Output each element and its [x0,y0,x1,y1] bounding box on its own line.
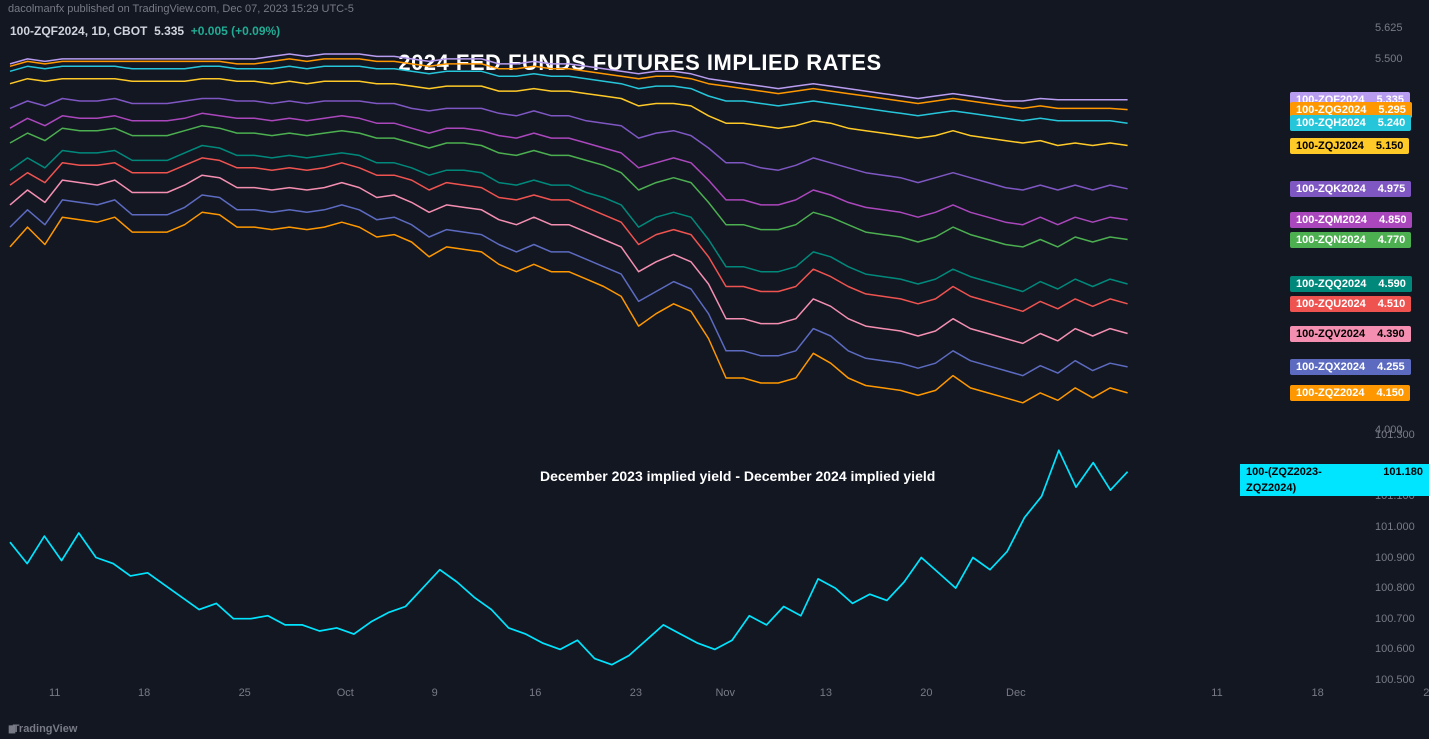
series-tag: 100-ZQQ20244.590 [1290,276,1412,292]
series-value: 4.150 [1370,385,1410,401]
series-value: 4.850 [1373,212,1413,228]
series-tag: 100-ZQM20244.850 [1290,212,1412,228]
series-label: 100-ZQZ2024 [1290,385,1370,401]
lower-series-tag: 100-(ZQZ2023-ZQZ2024)101.180 [1240,464,1429,496]
xtick: 9 [432,687,438,699]
upper-ytick: 5.500 [1375,53,1403,65]
series-label: 100-ZQN2024 [1290,232,1372,248]
publisher-line: dacolmanfx published on TradingView.com,… [0,0,1429,26]
series-tag: 100-ZQZ20244.150 [1290,385,1410,401]
upper-ytick: 5.625 [1375,22,1403,34]
spread-annotation: December 2023 implied yield - December 2… [540,468,935,484]
xtick: 20 [920,687,932,699]
lower-ytick: 101.000 [1375,521,1415,533]
series-value: 4.390 [1371,326,1411,342]
series-tag: 100-ZQU20244.510 [1290,296,1411,312]
lower-ytick: 100.500 [1375,674,1415,686]
lower-series-label: 100-(ZQZ2023-ZQZ2024) [1240,464,1377,496]
series-label: 100-ZQQ2024 [1290,276,1372,292]
series-value: 4.590 [1372,276,1412,292]
series-label: 100-ZQX2024 [1290,359,1371,375]
series-label: 100-ZQU2024 [1290,296,1372,312]
lower-series-value: 101.180 [1377,464,1429,496]
series-value: 5.150 [1370,138,1410,154]
series-value: 5.240 [1372,115,1412,131]
xtick: 23 [630,687,642,699]
xtick: 11 [1211,687,1222,699]
lower-ytick: 100.800 [1375,582,1415,594]
xtick: 18 [1311,687,1323,699]
series-tag: 100-ZQJ20245.150 [1290,138,1409,154]
series-value: 4.975 [1372,181,1412,197]
series-tag: 100-ZQV20244.390 [1290,326,1411,342]
lower-ytick: 100.600 [1375,643,1415,655]
upper-line-chart[interactable] [10,28,1280,430]
xtick: Nov [715,687,735,699]
xtick: 13 [820,687,832,699]
lower-ytick: 101.300 [1375,429,1415,441]
xtick: 26 [1423,687,1429,699]
lower-ytick: 100.900 [1375,552,1415,564]
series-tag: 100-ZQK20244.975 [1290,181,1411,197]
series-tag: 100-ZQX20244.255 [1290,359,1411,375]
xtick: Dec [1006,687,1026,699]
xtick: 11 [49,687,60,699]
series-value: 4.255 [1371,359,1411,375]
tradingview-logo: TradingView [8,723,77,735]
series-label: 100-ZQJ2024 [1290,138,1370,154]
series-label: 100-ZQV2024 [1290,326,1371,342]
lower-ytick: 100.700 [1375,613,1415,625]
xtick: 25 [239,687,251,699]
series-label: 100-ZQH2024 [1290,115,1372,131]
xtick: Oct [337,687,354,699]
xtick: 16 [529,687,541,699]
xtick: 18 [138,687,150,699]
series-tag: 100-ZQH20245.240 [1290,115,1411,131]
series-label: 100-ZQM2024 [1290,212,1373,228]
series-label: 100-ZQK2024 [1290,181,1372,197]
series-tag: 100-ZQN20244.770 [1290,232,1411,248]
series-value: 4.770 [1372,232,1412,248]
series-value: 4.510 [1372,296,1412,312]
